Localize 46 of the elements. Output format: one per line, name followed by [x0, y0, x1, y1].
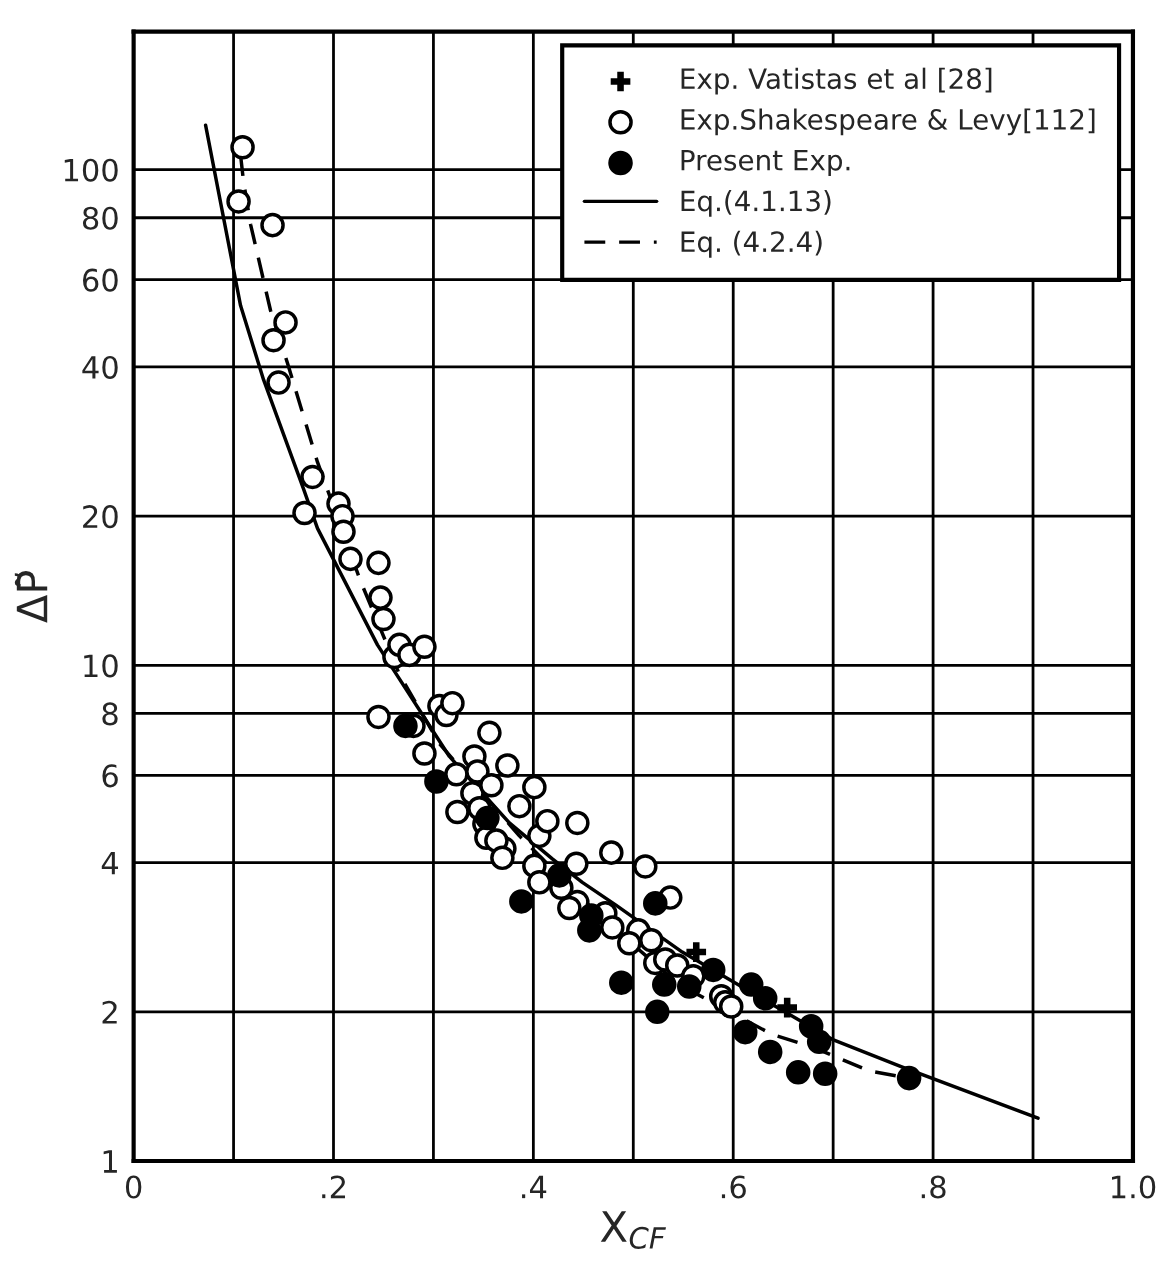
point: [609, 970, 634, 995]
y-tick-label: 1: [103, 1150, 117, 1173]
point: [393, 713, 418, 739]
y-tick-label: 6: [102, 764, 118, 788]
point: [475, 805, 500, 831]
x-tick-label: .6: [721, 1175, 746, 1199]
legend-label: Exp. Vatistas et al [28]: [681, 67, 992, 95]
x-tick-label: .2: [322, 1175, 346, 1199]
point: [577, 918, 602, 943]
legend-label: Eq.(4.1.13): [681, 190, 831, 217]
legend-label: Eq. (4.2.4): [681, 230, 822, 258]
legend-label: Exp.Shakespeare & Levy[112]: [681, 108, 1095, 136]
x-axis-title: X$_{CF}$: [600, 1211, 666, 1249]
point: [643, 891, 668, 916]
y-tick-label: 40: [82, 355, 118, 379]
y-tick-label: 60: [82, 268, 118, 292]
point: [686, 942, 707, 962]
x-tick-label: 1.0: [1112, 1175, 1156, 1199]
point: [812, 1061, 838, 1087]
point: [676, 974, 702, 999]
point: [700, 957, 726, 983]
y-tick-label: 100: [64, 158, 118, 182]
point: [424, 769, 449, 794]
point: [777, 997, 798, 1018]
x-tick-label: 0: [125, 1175, 142, 1199]
y-axis-title: ΔP̃: [14, 570, 48, 623]
x-tick-label: .4: [522, 1175, 547, 1199]
point: [757, 1039, 783, 1065]
point: [896, 1065, 922, 1091]
y-tick-label: 4: [101, 851, 119, 875]
point: [752, 986, 778, 1011]
point: [652, 972, 677, 997]
y-tick-label: 20: [83, 505, 118, 529]
y-tick-label: 10: [84, 654, 118, 678]
y-tick-label: 8: [102, 702, 118, 726]
x-tick-label: .8: [921, 1175, 946, 1199]
point: [738, 972, 764, 997]
point: [645, 999, 670, 1025]
point: [806, 1029, 832, 1055]
y-tick-label: 80: [82, 206, 118, 230]
point: [785, 1060, 811, 1085]
point: [732, 1019, 758, 1045]
legend-label: Present Exp.: [681, 150, 850, 177]
point: [547, 863, 572, 888]
y-tick-label: 2: [102, 1000, 117, 1024]
point: [509, 889, 534, 914]
